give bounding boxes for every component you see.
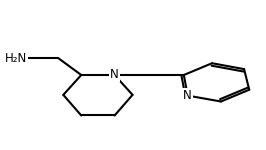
Text: H₂N: H₂N bbox=[5, 52, 27, 64]
Text: N: N bbox=[110, 69, 119, 81]
Text: N: N bbox=[183, 89, 192, 102]
